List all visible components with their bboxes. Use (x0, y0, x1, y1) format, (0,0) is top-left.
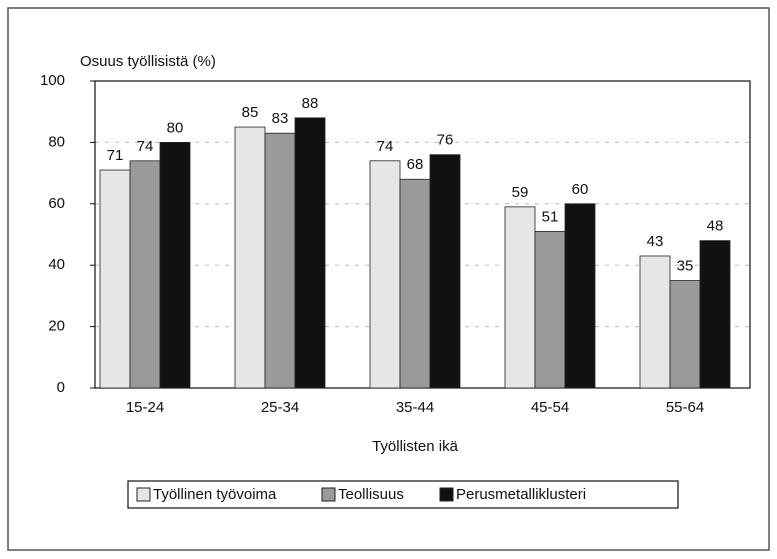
x-tick-label: 25-34 (261, 399, 299, 416)
legend-box (127, 480, 679, 509)
value-label: 51 (542, 208, 559, 225)
legend-label: Teollisuus (338, 486, 404, 503)
frame (7, 7, 770, 551)
bar (159, 141, 191, 389)
legend-label: Työllinen työvoima (153, 486, 277, 503)
bar (534, 231, 566, 389)
value-label: 48 (707, 218, 724, 235)
value-label: 83 (272, 110, 289, 127)
bar (429, 154, 461, 389)
y-tick-label: 0 (57, 379, 65, 396)
y-axis-label: Osuus työllisistä (%) (80, 53, 216, 70)
bar (129, 160, 161, 389)
value-label: 59 (512, 184, 529, 201)
bar (369, 160, 401, 389)
legend-swatch (439, 487, 454, 502)
value-label: 43 (647, 233, 664, 250)
bar (669, 280, 701, 389)
x-tick-label: 15-24 (126, 399, 164, 416)
y-tick-label: 40 (48, 256, 65, 273)
value-label: 74 (137, 138, 154, 155)
legend-swatch (321, 487, 336, 502)
value-label: 76 (437, 132, 454, 149)
bar (294, 117, 326, 389)
bar (699, 240, 731, 389)
bar (99, 169, 131, 389)
value-label: 60 (572, 181, 589, 198)
bar (264, 132, 296, 389)
bar (564, 203, 596, 389)
bar (234, 126, 266, 389)
value-label: 68 (407, 156, 424, 173)
legend-label: Perusmetalliklusteri (456, 486, 586, 503)
value-label: 35 (677, 258, 694, 275)
x-tick-label: 55-64 (666, 399, 704, 416)
y-tick-label: 60 (48, 195, 65, 212)
value-label: 71 (107, 147, 124, 164)
legend-swatch (136, 487, 151, 502)
bar (639, 255, 671, 389)
bar (504, 206, 536, 389)
x-axis-label: Työllisten ikä (372, 438, 459, 455)
value-label: 74 (377, 138, 394, 155)
y-tick-label: 20 (48, 318, 65, 335)
value-label: 80 (167, 119, 184, 136)
y-tick-label: 100 (40, 72, 65, 89)
value-label: 88 (302, 95, 319, 112)
value-label: 85 (242, 104, 259, 121)
bar (399, 178, 431, 389)
x-tick-label: 45-54 (531, 399, 569, 416)
x-tick-label: 35-44 (396, 399, 434, 416)
y-tick-label: 80 (48, 133, 65, 150)
